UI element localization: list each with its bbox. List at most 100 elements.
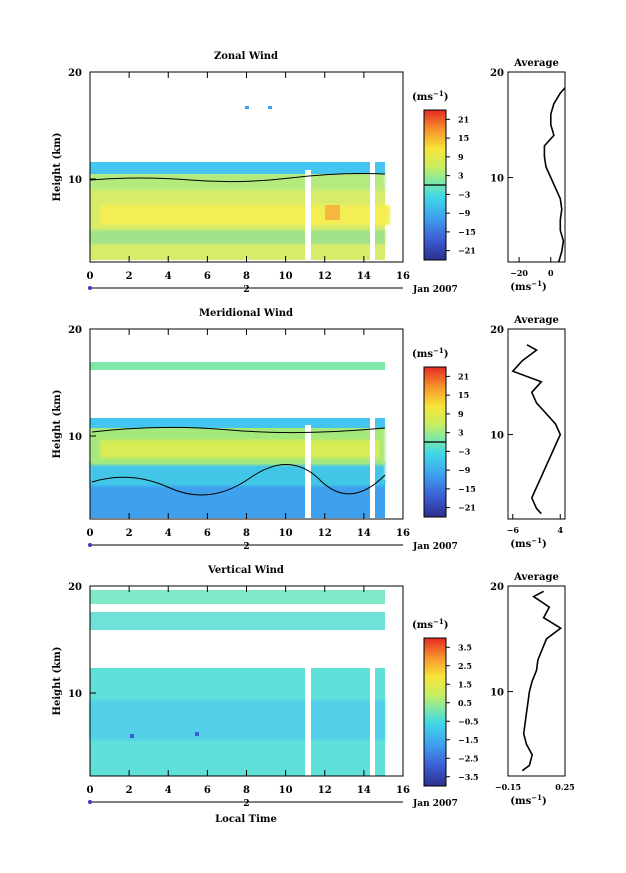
colorbar-tick-label: −9 [458, 208, 471, 218]
merid-contour [91, 464, 386, 496]
x-tick-label: 0 [87, 528, 94, 539]
zonal-jet-edge [90, 162, 385, 174]
colorbar-tick-label: −0.5 [458, 716, 479, 726]
merid-band [100, 440, 380, 458]
profile-ytick-label: 10 [490, 174, 504, 185]
vert-ytick-20: 20 [68, 582, 82, 593]
profile-line [543, 87, 566, 263]
meridional-title: Meridional Wind [199, 308, 293, 319]
colorbar-tick-label: 2.5 [458, 661, 472, 671]
date-label: Jan 2007 [412, 542, 458, 552]
x-axis-label: Local Time [215, 814, 277, 825]
zonal-gap-2 [370, 160, 375, 262]
profile-xtick-label: −20 [510, 268, 528, 278]
meridional-x-axis: 0 2 4 6 8 10 12 14 16 2 Jan 2007 [87, 329, 458, 552]
colorbar [423, 637, 447, 787]
profile-ytick-label: 20 [490, 582, 504, 593]
x-tick-label: 8 [243, 528, 250, 539]
x-tick-label: 12 [318, 528, 332, 539]
colorbar-unit: (ms−1) [412, 89, 448, 103]
x-tick-label: 10 [279, 785, 293, 796]
vert-dot-2 [195, 732, 199, 736]
x-tick-label: 4 [165, 271, 172, 282]
vert-ytick-10: 10 [68, 689, 82, 700]
vert-upper-2 [90, 612, 385, 630]
zonal-band-2 [90, 230, 385, 244]
zonal-ylabel: Height (km) [52, 133, 63, 202]
vertical-x-axis: 0 2 4 6 8 10 12 14 16 2 Jan 2007 [87, 586, 458, 809]
day-marker: 2 [243, 542, 249, 552]
merid-contour-2 [91, 426, 386, 434]
x-tick-label: 16 [396, 528, 410, 539]
vert-gap-1 [305, 668, 311, 776]
x-tick-label: 6 [204, 271, 211, 282]
profile-unit: (ms−1) [510, 793, 546, 807]
vertical-wind-panel: Vertical Wind 0 2 4 6 8 10 12 14 16 2 Jan 2007 Hei… [52, 565, 458, 825]
merid-gap-2 [370, 418, 375, 519]
x-tick-label: 6 [204, 528, 211, 539]
zonal-patch [245, 106, 249, 109]
colorbar-tick-label: 15 [458, 390, 469, 400]
vertical-heatmap [90, 590, 385, 776]
date-ruler-start [88, 286, 92, 290]
zonal-field-upper [90, 170, 385, 190]
colorbar-unit: (ms−1) [412, 346, 448, 360]
colorbar-tick-label: 3.5 [458, 642, 472, 652]
date-label: Jan 2007 [412, 285, 458, 295]
colorbar-unit: (ms−1) [412, 617, 448, 631]
x-tick-label: 0 [87, 271, 94, 282]
colorbar-tick-label: −15 [458, 484, 476, 494]
date-ruler-start [88, 800, 92, 804]
zonal-heatmap [89, 106, 390, 262]
day-marker: 2 [243, 285, 249, 295]
merid-ytick-10: 10 [68, 432, 82, 443]
x-tick-label: 4 [165, 785, 172, 796]
merid-top [90, 418, 385, 428]
vert-band [90, 700, 385, 740]
colorbar-tick-label: −9 [458, 465, 471, 475]
x-tick-label: 0 [87, 785, 94, 796]
profile-ytick-label: 10 [490, 688, 504, 699]
zonal-gap-1 [305, 170, 311, 262]
colorbar-tick-label: 3 [458, 428, 464, 438]
colorbar-tick-label: 3 [458, 171, 464, 181]
vertical-title: Vertical Wind [207, 565, 284, 576]
colorbar-tick-label: −21 [458, 503, 476, 513]
zonal-ytick-20: 20 [68, 68, 82, 79]
merid-upper-layer [90, 362, 385, 370]
merid-gap-1 [305, 425, 311, 519]
profile-line [511, 344, 562, 515]
colorbars: (ms−1) 21 15 9 3 −3 −9 −15 −21 (ms−1) 21 15 9 3 −3 −9 −1… [412, 89, 479, 787]
meridional-ylabel: Height (km) [52, 390, 63, 459]
x-tick-label: 10 [279, 528, 293, 539]
x-tick-label: 6 [204, 785, 211, 796]
colorbar-tick-label: 1.5 [458, 679, 472, 689]
day-marker: 2 [243, 799, 249, 809]
x-tick-label: 2 [126, 528, 133, 539]
x-tick-label: 8 [243, 271, 250, 282]
profile-xtick-label: −0.15 [495, 782, 521, 792]
profile-xtick-label: 0.25 [555, 782, 574, 792]
zonal-patch-2 [268, 106, 272, 109]
profile-unit: (ms−1) [510, 279, 546, 293]
profile-title: Average [513, 58, 559, 69]
x-tick-label: 10 [279, 271, 293, 282]
colorbar-tick-label: −2.5 [458, 753, 479, 763]
zonal-title: Zonal Wind [214, 51, 278, 62]
colorbar-tick-label: 21 [458, 371, 469, 381]
meridional-wind-panel: Meridional Wind 0 2 4 6 8 10 12 14 16 2 Jan 2007 H… [52, 308, 458, 552]
zonal-band [100, 205, 390, 225]
profile-ytick-label: 20 [490, 325, 504, 336]
x-tick-label: 14 [357, 785, 371, 796]
merid-mid-low [90, 462, 385, 486]
x-tick-label: 14 [357, 528, 371, 539]
colorbar-tick-label: 0.5 [458, 698, 472, 708]
colorbar-tick-label: 15 [458, 133, 469, 143]
x-tick-label: 16 [396, 785, 410, 796]
colorbar-tick-label: −3.5 [458, 772, 479, 782]
vert-dot [130, 734, 134, 738]
x-tick-label: 14 [357, 271, 371, 282]
vert-upper-1 [90, 590, 385, 604]
profile-xtick-label: 4 [557, 525, 563, 535]
